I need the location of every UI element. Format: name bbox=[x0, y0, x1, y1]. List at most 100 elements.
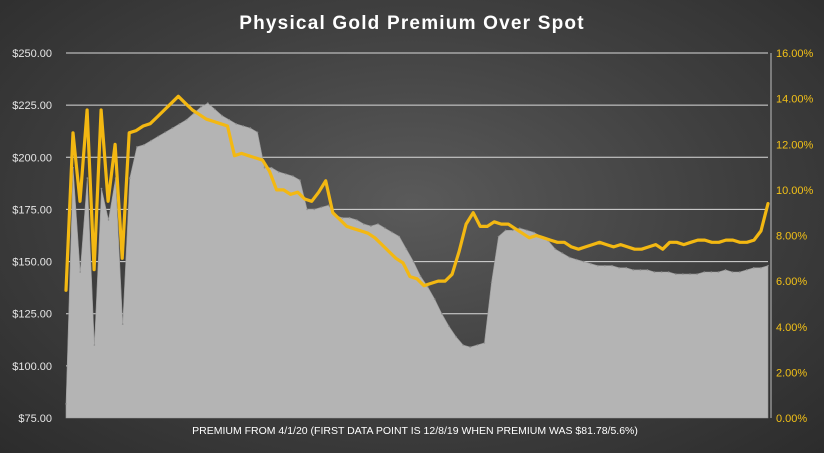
line-point bbox=[177, 95, 180, 98]
line-point bbox=[303, 197, 306, 201]
line-point bbox=[85, 108, 89, 112]
area-point bbox=[497, 235, 500, 238]
area-point bbox=[653, 271, 656, 273]
line-point bbox=[696, 238, 699, 242]
area-point bbox=[469, 346, 472, 348]
area-point bbox=[65, 403, 67, 405]
line-point bbox=[752, 238, 756, 242]
area-point bbox=[171, 127, 174, 129]
line-point bbox=[640, 248, 643, 251]
line-point bbox=[352, 227, 355, 230]
area-point bbox=[533, 231, 535, 234]
left-tick-label: $125.00 bbox=[12, 309, 52, 321]
line-point bbox=[128, 131, 131, 134]
line-point bbox=[408, 275, 412, 278]
line-point bbox=[500, 222, 503, 226]
area-point bbox=[327, 204, 330, 207]
area-point bbox=[178, 123, 181, 125]
line-point bbox=[71, 131, 75, 134]
area-point bbox=[207, 102, 209, 104]
area-point bbox=[256, 131, 259, 134]
area-point bbox=[405, 248, 408, 250]
area-point bbox=[100, 187, 103, 190]
area-point bbox=[526, 229, 528, 232]
line-point bbox=[556, 241, 559, 244]
area-point bbox=[575, 258, 578, 261]
area-point bbox=[675, 273, 677, 275]
right-tick-label: 12.00% bbox=[776, 139, 814, 151]
line-point bbox=[366, 232, 370, 235]
left-tick-label: $175.00 bbox=[12, 204, 52, 216]
line-point bbox=[429, 282, 433, 285]
line-point bbox=[647, 245, 650, 249]
area-point bbox=[589, 262, 592, 265]
line-point bbox=[205, 118, 208, 121]
area-point bbox=[391, 231, 394, 234]
area-point bbox=[554, 248, 557, 250]
area-point bbox=[696, 273, 698, 275]
area-point bbox=[724, 269, 727, 271]
area-point bbox=[164, 131, 167, 134]
area-point bbox=[448, 325, 450, 328]
line-point bbox=[549, 238, 552, 242]
area-point bbox=[320, 206, 323, 209]
area-point bbox=[632, 269, 635, 271]
line-point bbox=[668, 241, 671, 244]
right-tick-label: 14.00% bbox=[776, 94, 814, 106]
area-point bbox=[490, 281, 493, 284]
line-point bbox=[682, 243, 685, 246]
left-tick-label: $225.00 bbox=[12, 100, 52, 112]
area-point bbox=[483, 342, 486, 344]
area-point bbox=[731, 271, 734, 273]
right-y-axis: 16.00% 14.00% 12.00% 10.00% 8.00% 6.00% 4.00% 2… bbox=[770, 48, 814, 425]
line-point bbox=[717, 241, 721, 244]
left-tick-label: $150.00 bbox=[12, 257, 52, 269]
right-tick-label: 2.00% bbox=[776, 367, 807, 379]
line-point bbox=[261, 159, 264, 162]
line-point bbox=[338, 218, 341, 221]
chart-title: Physical Gold Premium Over Spot bbox=[239, 13, 585, 34]
area-point bbox=[412, 260, 415, 263]
line-point bbox=[156, 115, 159, 119]
line-point bbox=[380, 243, 384, 246]
area-point bbox=[504, 229, 507, 232]
line-point bbox=[584, 245, 587, 249]
area-point bbox=[462, 344, 464, 346]
area-point bbox=[129, 177, 131, 179]
area-point bbox=[398, 235, 401, 238]
line-point bbox=[401, 261, 405, 265]
line-point bbox=[289, 193, 292, 196]
line-point bbox=[226, 124, 229, 128]
line-point bbox=[766, 202, 770, 205]
line-point bbox=[99, 108, 103, 112]
area-point bbox=[136, 146, 138, 148]
line-point bbox=[184, 102, 187, 105]
line-point bbox=[415, 277, 419, 280]
line-point bbox=[542, 236, 545, 239]
line-point bbox=[731, 238, 735, 242]
line-point bbox=[563, 241, 566, 244]
area-point bbox=[384, 227, 386, 229]
line-point bbox=[212, 120, 215, 123]
area-point bbox=[150, 139, 152, 142]
line-point bbox=[135, 129, 138, 132]
line-point bbox=[675, 241, 678, 244]
area-point bbox=[263, 166, 266, 169]
area-point bbox=[185, 118, 188, 121]
line-point bbox=[738, 241, 742, 244]
line-point bbox=[345, 225, 348, 228]
line-point bbox=[373, 236, 377, 239]
line-point bbox=[535, 234, 538, 237]
line-point bbox=[268, 170, 271, 173]
area-point bbox=[249, 127, 252, 129]
line-point bbox=[436, 279, 440, 283]
line-point bbox=[612, 245, 615, 249]
area-point bbox=[377, 223, 379, 225]
line-point bbox=[703, 238, 706, 242]
area-point bbox=[767, 264, 769, 267]
area-point bbox=[235, 123, 237, 125]
line-point bbox=[78, 200, 82, 203]
area-point bbox=[192, 112, 195, 115]
